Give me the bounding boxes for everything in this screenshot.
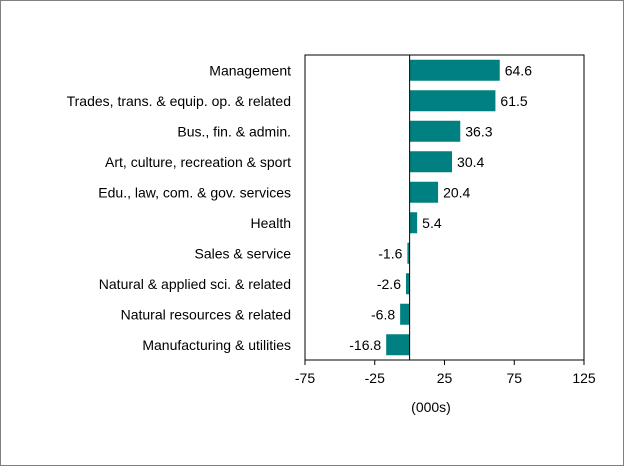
x-tick-label: -75 bbox=[295, 370, 315, 386]
x-tick-label: 75 bbox=[506, 370, 522, 386]
category-label: Natural & applied sci. & related bbox=[99, 276, 291, 292]
data-label: 30.4 bbox=[457, 154, 484, 170]
bar bbox=[409, 90, 496, 112]
x-tick-label: -25 bbox=[365, 370, 385, 386]
category-label: Edu., law, com. & gov. services bbox=[98, 184, 291, 200]
category-label: Health bbox=[251, 215, 291, 231]
data-label: -6.8 bbox=[371, 306, 395, 322]
data-label: 36.3 bbox=[465, 123, 492, 139]
bar bbox=[400, 303, 410, 325]
data-label: -1.6 bbox=[378, 245, 402, 261]
x-tick-label: 25 bbox=[437, 370, 453, 386]
x-tick-label: 125 bbox=[572, 370, 596, 386]
bar bbox=[386, 334, 410, 356]
data-label: -2.6 bbox=[377, 276, 401, 292]
x-axis-title: (000s) bbox=[411, 399, 451, 415]
bar bbox=[409, 212, 418, 234]
category-label: Art, culture, recreation & sport bbox=[105, 154, 291, 170]
category-label: Natural resources & related bbox=[121, 306, 291, 322]
data-label: 5.4 bbox=[422, 215, 442, 231]
data-label: 61.5 bbox=[500, 93, 527, 109]
category-label: Trades, trans. & equip. op. & related bbox=[67, 93, 291, 109]
bar bbox=[405, 273, 410, 295]
bar bbox=[409, 120, 461, 142]
data-label: 64.6 bbox=[505, 62, 532, 78]
bar bbox=[409, 151, 453, 173]
bar bbox=[409, 59, 500, 81]
category-label: Manufacturing & utilities bbox=[142, 337, 291, 353]
bar bbox=[407, 242, 410, 264]
data-label: 20.4 bbox=[443, 184, 470, 200]
category-label: Sales & service bbox=[195, 245, 292, 261]
category-label: Bus., fin. & admin. bbox=[177, 123, 291, 139]
bar bbox=[409, 181, 439, 203]
category-label: Management bbox=[209, 62, 291, 78]
data-label: -16.8 bbox=[349, 337, 381, 353]
